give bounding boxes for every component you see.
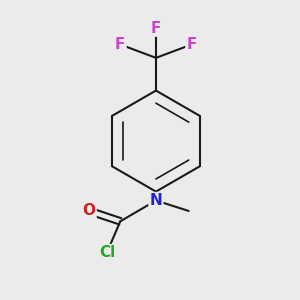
Text: Cl: Cl — [99, 245, 115, 260]
Text: F: F — [186, 37, 197, 52]
Text: F: F — [151, 21, 161, 36]
Text: N: N — [150, 193, 162, 208]
Text: O: O — [82, 203, 96, 218]
Text: F: F — [115, 37, 125, 52]
